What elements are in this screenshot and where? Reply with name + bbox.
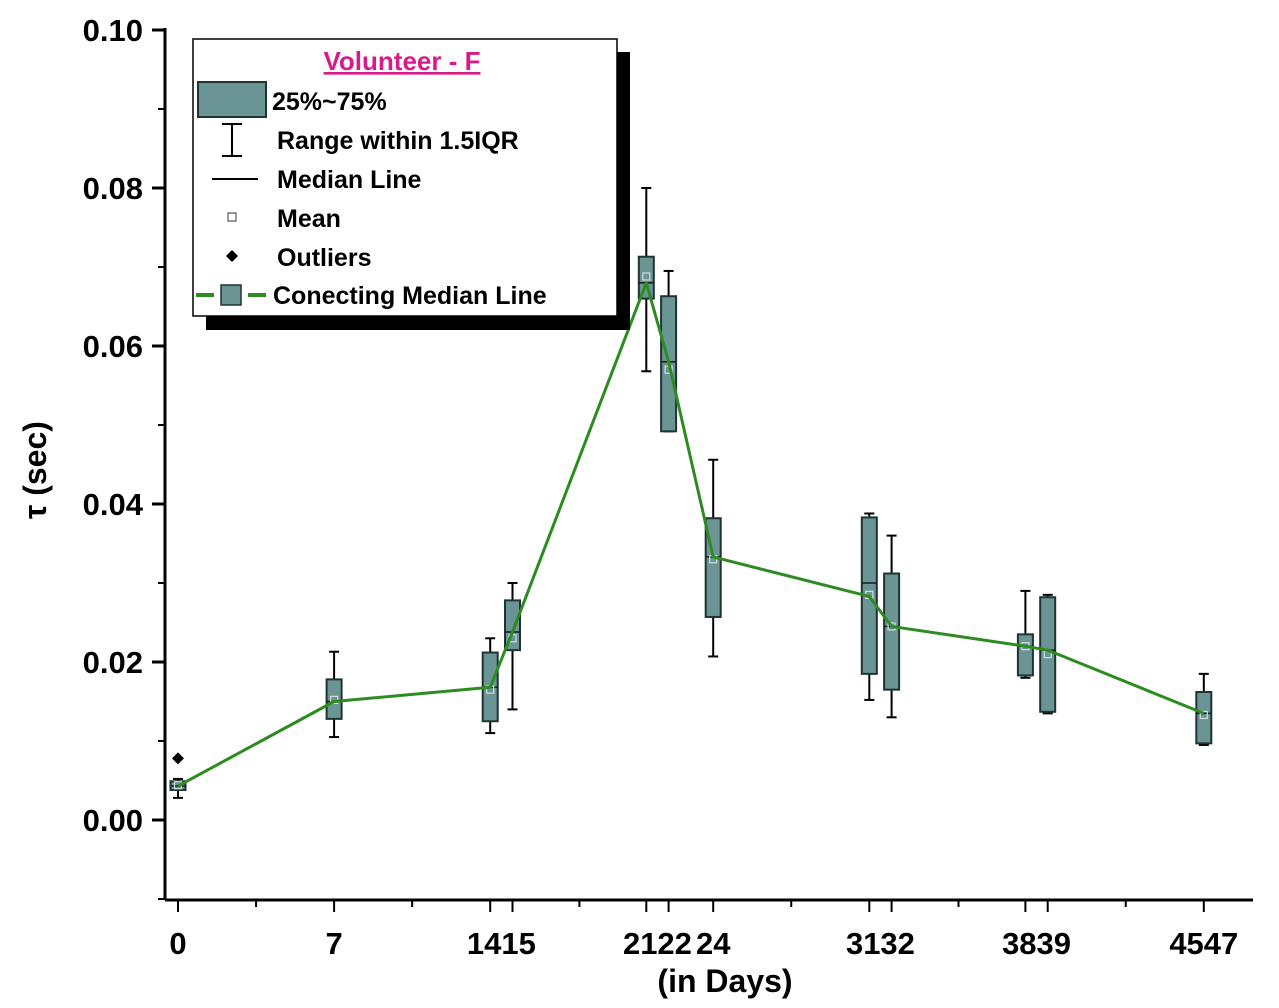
x-axis-ticks: 0 7 1415 2122 24 3132 3839 4547: [169, 900, 1238, 961]
box-day-38: [1016, 589, 1034, 679]
iqr-box: [325, 678, 343, 720]
y-axis-ticks: 0.10 0.08 0.06 0.04 0.02 0.00: [83, 13, 165, 900]
legend-outlier-icon: [226, 250, 238, 262]
box-day-31: [860, 512, 878, 701]
legend-title: Volunteer - F: [324, 46, 481, 76]
legend-outlier-label: Outliers: [277, 244, 371, 272]
connecting-median-line: [177, 281, 1205, 788]
legend-median-label: Median Line: [277, 166, 422, 194]
x-tick-label: 7: [325, 926, 342, 961]
legend-mean-icon: [227, 212, 237, 222]
x-tick-label: 4547: [1169, 926, 1238, 961]
x-tick-label: 0: [169, 926, 186, 961]
x-tick-label: 24: [696, 926, 731, 961]
mean-marker: [642, 272, 651, 281]
x-tick-label: 3132: [846, 926, 915, 961]
x-tick-label: 3839: [1002, 926, 1071, 961]
box-day-7: [325, 650, 343, 739]
y-tick-label: 0.00: [83, 803, 143, 838]
legend-whisker-icon: [222, 123, 242, 157]
legend-box-swatch: [197, 81, 267, 118]
outlier-marker: [172, 752, 184, 765]
iqr-box: [1039, 596, 1057, 713]
y-axis-title: τ (sec): [17, 421, 53, 519]
legend-mean-label: Mean: [277, 205, 341, 233]
iqr-box: [1195, 691, 1213, 745]
box-day-39: [1039, 593, 1057, 715]
y-tick-label: 0.04: [83, 487, 144, 522]
y-tick-label: 0.06: [83, 329, 143, 364]
iqr-box: [883, 572, 901, 691]
legend-connect-label: Conecting Median Line: [273, 282, 547, 310]
x-axis-title: (in Days): [657, 963, 792, 999]
x-tick-label: 2122: [623, 926, 692, 961]
y-tick-label: 0.10: [83, 13, 143, 48]
mean-marker: [1199, 710, 1208, 720]
box-day-21: [637, 187, 655, 373]
legend-box-label: 25%~75%: [272, 88, 387, 116]
connecting-median-line-layer: [177, 281, 1205, 788]
box-day-46: [1195, 672, 1213, 746]
iqr-box: [1016, 633, 1034, 677]
legend-connect-square-icon: [220, 284, 242, 306]
y-tick-label: 0.02: [83, 645, 143, 680]
y-tick-label: 0.08: [83, 171, 143, 206]
legend: Volunteer - F 25%~75% Range within 1.5IQ…: [192, 38, 630, 330]
legend-whisker-label: Range within 1.5IQR: [277, 127, 519, 155]
iqr-box: [637, 255, 655, 300]
box-day-0: [169, 752, 187, 799]
box-day-22: [660, 269, 678, 433]
x-tick-label: 1415: [467, 926, 536, 961]
